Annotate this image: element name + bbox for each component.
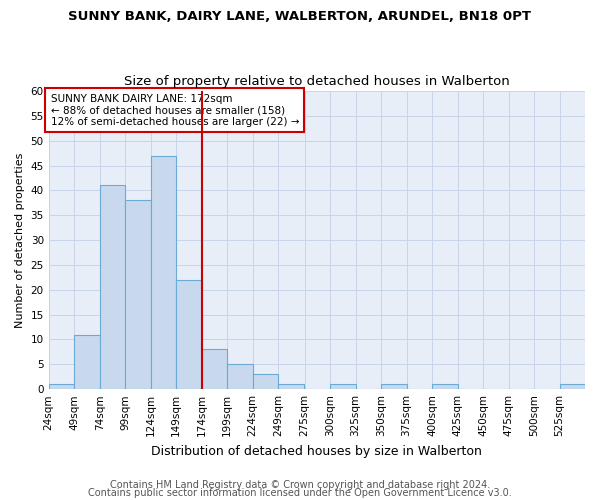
Bar bbox=[253, 374, 278, 389]
Bar bbox=[560, 384, 585, 389]
Text: Contains HM Land Registry data © Crown copyright and database right 2024.: Contains HM Land Registry data © Crown c… bbox=[110, 480, 490, 490]
Title: Size of property relative to detached houses in Walberton: Size of property relative to detached ho… bbox=[124, 76, 510, 88]
Bar bbox=[176, 280, 202, 389]
Bar bbox=[330, 384, 356, 389]
Y-axis label: Number of detached properties: Number of detached properties bbox=[15, 152, 25, 328]
Text: SUNNY BANK DAIRY LANE: 172sqm
← 88% of detached houses are smaller (158)
12% of : SUNNY BANK DAIRY LANE: 172sqm ← 88% of d… bbox=[51, 94, 299, 126]
Bar bbox=[151, 156, 176, 389]
Bar bbox=[49, 384, 74, 389]
Bar bbox=[74, 334, 100, 389]
Text: SUNNY BANK, DAIRY LANE, WALBERTON, ARUNDEL, BN18 0PT: SUNNY BANK, DAIRY LANE, WALBERTON, ARUND… bbox=[68, 10, 532, 23]
Bar bbox=[278, 384, 304, 389]
Bar bbox=[432, 384, 458, 389]
Bar bbox=[125, 200, 151, 389]
Bar bbox=[227, 364, 253, 389]
Bar bbox=[100, 186, 125, 389]
Bar bbox=[202, 350, 227, 389]
X-axis label: Distribution of detached houses by size in Walberton: Distribution of detached houses by size … bbox=[151, 444, 482, 458]
Bar bbox=[381, 384, 407, 389]
Text: Contains public sector information licensed under the Open Government Licence v3: Contains public sector information licen… bbox=[88, 488, 512, 498]
